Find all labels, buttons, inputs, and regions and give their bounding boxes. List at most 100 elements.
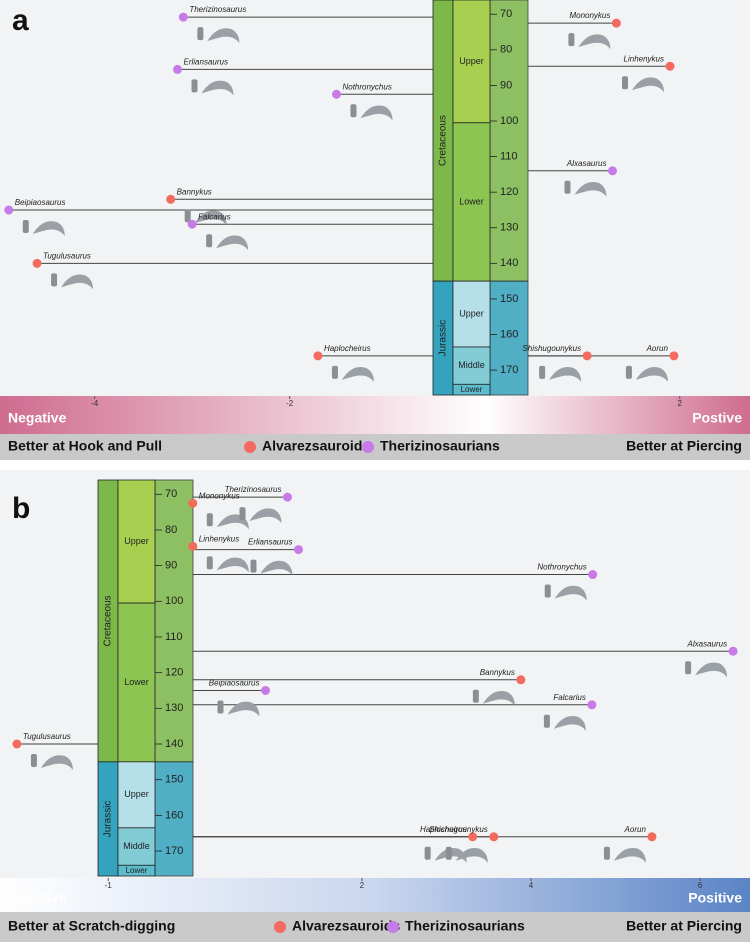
x-tick-label: -4 [91, 399, 99, 408]
data-point [665, 61, 675, 71]
period-label: Jurassic [103, 801, 114, 838]
claw-icon [544, 584, 551, 598]
age-tick-label: 90 [165, 560, 177, 572]
epoch-box [117, 602, 156, 763]
taxon-label: Shishugounykus [429, 825, 488, 834]
footer-right: Better at Piercing [626, 438, 742, 454]
footer-bar [0, 912, 750, 942]
claw-icon [250, 559, 257, 573]
gradient-right-label: Positive [688, 890, 742, 906]
epoch-label: Middle [123, 841, 150, 851]
claw-icon [206, 234, 213, 248]
age-tick-label: 170 [500, 364, 518, 376]
legend-marker [274, 921, 286, 933]
taxon-label: Mononykus [569, 11, 610, 20]
data-point [607, 166, 617, 176]
gradient-bar [0, 878, 750, 912]
claw-icon [695, 662, 728, 678]
claw-icon [350, 104, 357, 118]
epoch-box [452, 280, 491, 348]
claw-icon [197, 27, 204, 41]
taxon-label: Linhenykus [199, 534, 239, 543]
data-point [32, 258, 42, 268]
data-point [647, 832, 657, 842]
claw-icon [30, 754, 37, 767]
gradient-bar [0, 396, 750, 434]
claw-icon [206, 513, 213, 527]
age-tick-label: 90 [500, 79, 512, 91]
legend-label: Therizinosaurians [405, 918, 525, 934]
taxon-label: Therizinosaurus [225, 485, 282, 494]
data-point [293, 545, 303, 555]
taxon-label: Nothronychus [342, 82, 391, 91]
data-point [166, 194, 176, 204]
legend-label: Therizinosaurians [380, 438, 500, 454]
age-tick-label: 120 [165, 667, 183, 679]
data-point [178, 12, 188, 22]
claw-icon [61, 274, 94, 290]
claw-icon [482, 690, 515, 706]
period-label: Cretaceous [103, 595, 114, 646]
period-label: Cretaceous [438, 115, 449, 166]
epoch-label: Lower [126, 866, 148, 875]
epoch-label: Upper [124, 789, 149, 799]
age-tick-label: 120 [500, 186, 518, 198]
age-tick-label: 130 [165, 702, 183, 714]
epoch-box [452, 346, 491, 385]
taxon-label: Falcarius [198, 212, 230, 221]
data-point [728, 646, 738, 656]
claw-icon [360, 105, 393, 121]
claw-icon [217, 700, 224, 714]
taxon-label: Haplocheirus [324, 344, 371, 353]
claw-icon [331, 365, 338, 379]
epoch-box [452, 0, 491, 124]
taxon-label: Aorun [624, 825, 647, 834]
age-tick-label: 70 [165, 488, 177, 500]
data-point [331, 89, 341, 99]
epoch-box [117, 479, 156, 604]
footer-right: Better at Piercing [626, 918, 742, 934]
gradient-left-label: Negative [8, 410, 67, 426]
age-tick-label: 140 [500, 257, 518, 269]
legend-label: Alvarezsauroids [262, 438, 370, 454]
age-tick-label: 80 [165, 524, 177, 536]
tick-column [489, 280, 529, 396]
tick-column [154, 761, 194, 877]
claw-icon [227, 701, 260, 717]
claw-icon [632, 77, 665, 93]
data-point [187, 219, 197, 229]
claw-icon [445, 846, 452, 860]
age-tick-label: 130 [500, 222, 518, 234]
data-point [669, 351, 679, 361]
gradient-left-label: Negative [8, 890, 67, 906]
claw-icon [40, 755, 73, 770]
data-point [4, 205, 14, 215]
footer-bar [0, 434, 750, 460]
claw-icon [207, 28, 240, 44]
panel-letter: a [12, 4, 29, 37]
data-point [12, 739, 22, 749]
age-tick-label: 150 [500, 293, 518, 305]
taxon-label: Mononykus [199, 491, 240, 500]
epoch-box [117, 864, 156, 877]
period-label: Jurassic [438, 320, 449, 357]
tick-column [154, 479, 194, 763]
panel-separator [0, 460, 750, 470]
taxon-label: Bannykus [480, 668, 515, 677]
epoch-label: Lower [459, 196, 484, 206]
legend-marker [244, 441, 256, 453]
data-point [468, 832, 478, 842]
taxon-label: Haplocheirus [420, 825, 467, 834]
data-point [587, 700, 597, 710]
age-tick-label: 100 [165, 595, 183, 607]
claw-icon [455, 847, 488, 863]
age-tick-label: 100 [500, 115, 518, 127]
taxon-label: Erliansaurus [184, 58, 228, 67]
claw-icon [685, 661, 692, 675]
claw-icon [568, 33, 575, 47]
claw-icon [184, 209, 191, 223]
x-tick-label: 6 [698, 881, 703, 890]
claw-icon [635, 367, 668, 382]
taxon-label: Linhenykus [624, 54, 664, 63]
